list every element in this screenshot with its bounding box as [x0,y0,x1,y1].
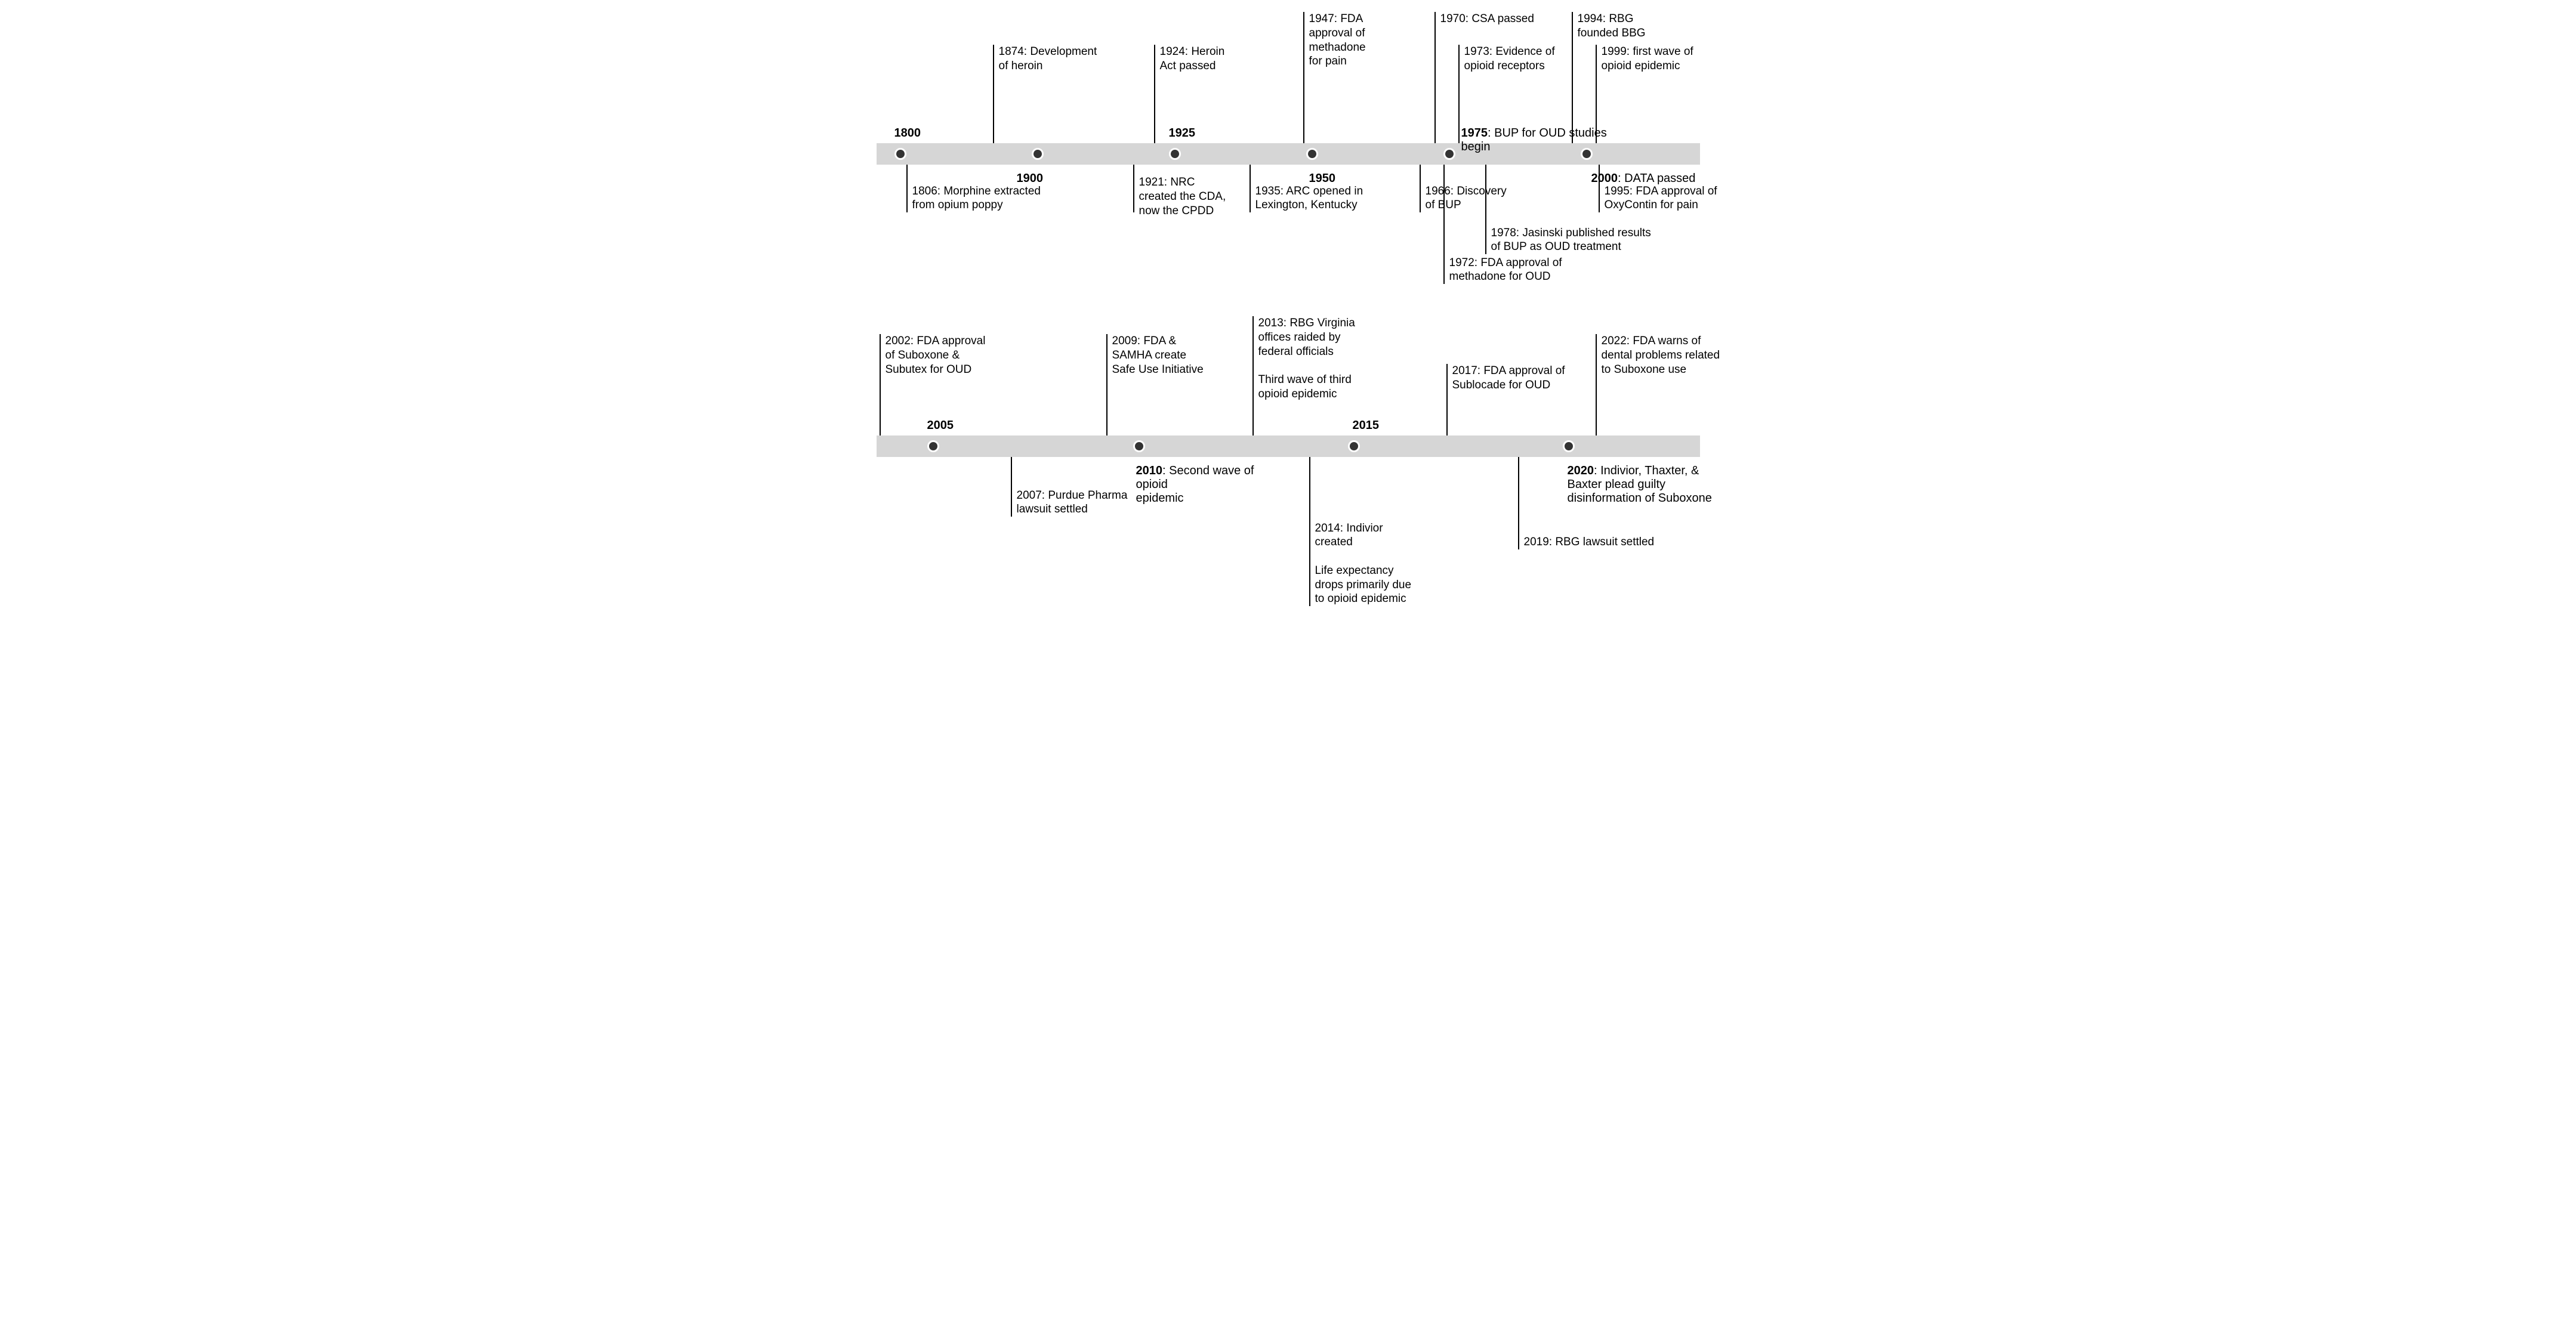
timeline-dot [894,148,906,160]
event-text: 1995: FDA approval ofOxyContin for pain [1599,184,1724,213]
era-label: 1800 [894,126,921,140]
timeline-event: 1999: first wave ofopioid epidemic [1596,45,1722,143]
event-text: 2007: Purdue Pharmalawsuit settled [1011,489,1151,517]
event-text: 1806: Morphine extractedfrom opium poppy [906,184,1068,213]
event-text: 1972: FDA approval ofmethadone for OUD [1443,256,1587,285]
event-text: 2017: FDA approval ofSublocade for OUD [1446,364,1581,435]
event-text: 1924: HeroinAct passed [1154,45,1267,143]
event-text: 1874: Developmentof heroin [993,45,1122,143]
timeline-event: 1995: FDA approval ofOxyContin for pain [1599,165,1725,212]
era-label: 2010: Second wave of opioidepidemic [1136,464,1285,505]
timeline-event: 1924: HeroinAct passed [1154,45,1269,143]
timeline-dot [1032,148,1044,160]
timeline-event: 2013: RBG Virginiaoffices raided byfeder… [1252,316,1409,435]
timeline-event: 2019: RBG lawsuit settled [1518,457,1674,549]
timeline-event: 1874: Developmentof heroin [993,45,1123,143]
event-text: 1978: Jasinski published resultsof BUP a… [1485,226,1676,255]
timeline-dot [1306,148,1318,160]
timeline-event: 2007: Purdue Pharmalawsuit settled [1011,457,1152,517]
timeline-event: 1806: Morphine extractedfrom opium poppy [906,165,1069,212]
timeline-event: 2014: Indiviorcreated Life expectancydro… [1309,457,1454,606]
event-text: 1935: ARC opened inLexington, Kentucky [1250,184,1393,213]
timeline-dot [1348,440,1360,452]
event-text: 2019: RBG lawsuit settled [1518,535,1673,549]
timeline-event: 2022: FDA warns ofdental problems relate… [1596,334,1722,435]
event-text: 1921: NRCcreated the CDA,now the CPDD [1133,175,1247,218]
timeline-dot [1133,440,1145,452]
event-text: 2009: FDA &SAMHA createSafe Use Initiati… [1106,334,1244,435]
timeline-upper: 18001900192519501975: BUP for OUD studie… [859,0,1718,310]
timeline-bar [877,435,1700,457]
event-text: 1947: FDAapproval ofmethadonefor pain [1303,12,1434,143]
timeline-event: 2009: FDA &SAMHA createSafe Use Initiati… [1106,334,1245,435]
timeline-dot [1563,440,1575,452]
timeline-event: 1921: NRCcreated the CDA,now the CPDD [1133,165,1248,212]
event-text: 2022: FDA warns ofdental problems relate… [1596,334,1721,435]
event-text: 2014: Indiviorcreated Life expectancydro… [1309,521,1452,607]
timeline-event: 2002: FDA approvalof Suboxone &Subutex f… [880,334,1015,435]
timeline-event: 1947: FDAapproval ofmethadonefor pain [1303,12,1436,143]
timeline-event: 2017: FDA approval ofSublocade for OUD [1446,364,1582,435]
timeline-dot [1169,148,1181,160]
event-text: 2002: FDA approvalof Suboxone &Subutex f… [880,334,1014,435]
event-text: 1999: first wave ofopioid epidemic [1596,45,1721,143]
event-text: 2013: RBG Virginiaoffices raided byfeder… [1252,316,1408,435]
timeline-event: 1935: ARC opened inLexington, Kentucky [1250,165,1394,212]
timeline-dot [927,440,939,452]
timeline-dot [1443,148,1455,160]
timeline-lower: 20052010: Second wave of opioidepidemic2… [859,310,1718,644]
